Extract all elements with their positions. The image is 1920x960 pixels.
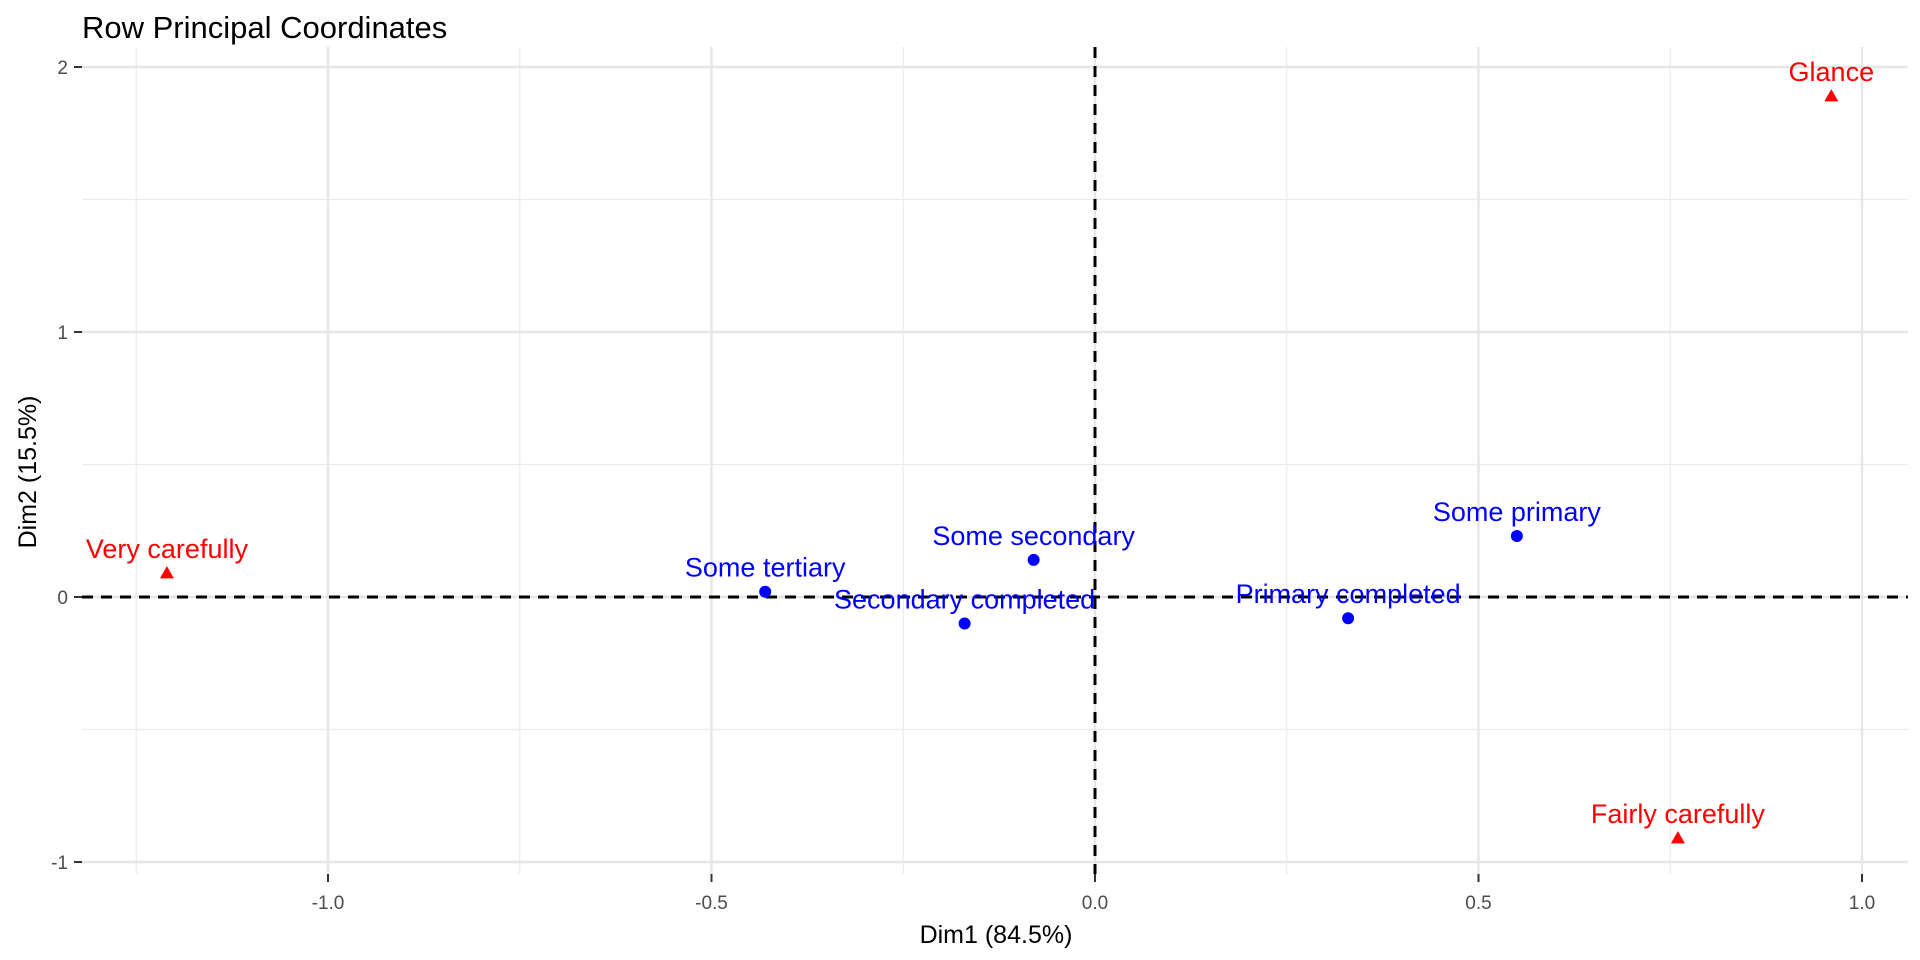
label-primary-completed: Primary completed [1236, 579, 1461, 609]
x-tick-label: -0.5 [695, 893, 728, 914]
point-secondary-completed [958, 617, 971, 630]
chart-title: Row Principal Coordinates [82, 10, 447, 45]
label-fairly-carefully: Fairly carefully [1591, 799, 1766, 829]
point-glance [1824, 89, 1839, 102]
y-tick-label: 2 [57, 58, 68, 79]
point-some-secondary [1027, 553, 1040, 566]
x-axis-title: Dim1 (84.5%) [920, 921, 1073, 949]
label-glance: Glance [1789, 57, 1875, 87]
x-tick-label: 0.5 [1465, 893, 1491, 914]
x-tick-label: 0.0 [1082, 893, 1108, 914]
label-secondary-completed: Secondary completed [834, 585, 1095, 615]
y-tick-label: 0 [57, 588, 68, 609]
point-some-primary [1510, 530, 1523, 543]
y-axis-title: Dim2 (15.5%) [14, 396, 42, 549]
label-very-carefully: Very carefully [86, 534, 249, 564]
x-tick-label: -1.0 [312, 893, 345, 914]
point-primary-completed [1342, 612, 1355, 625]
point-very-carefully [159, 566, 174, 579]
label-some-tertiary: Some tertiary [685, 553, 846, 583]
label-some-secondary: Some secondary [932, 521, 1135, 551]
axes: -1.0 -0.5 0.0 0.5 1.0 -1 0 1 2 [51, 58, 1875, 914]
y-tick-label: -1 [51, 853, 68, 874]
x-tick-label: 1.0 [1849, 893, 1875, 914]
point-labels: Some primary Primary completed Some second… [86, 57, 1874, 829]
label-some-primary: Some primary [1433, 497, 1602, 527]
reference-lines [82, 47, 1908, 874]
y-tick-label: 1 [57, 323, 68, 344]
point-fairly-carefully [1670, 831, 1685, 844]
point-some-tertiary [759, 585, 772, 598]
grid-lines [82, 47, 1908, 874]
data-points [159, 89, 1839, 844]
